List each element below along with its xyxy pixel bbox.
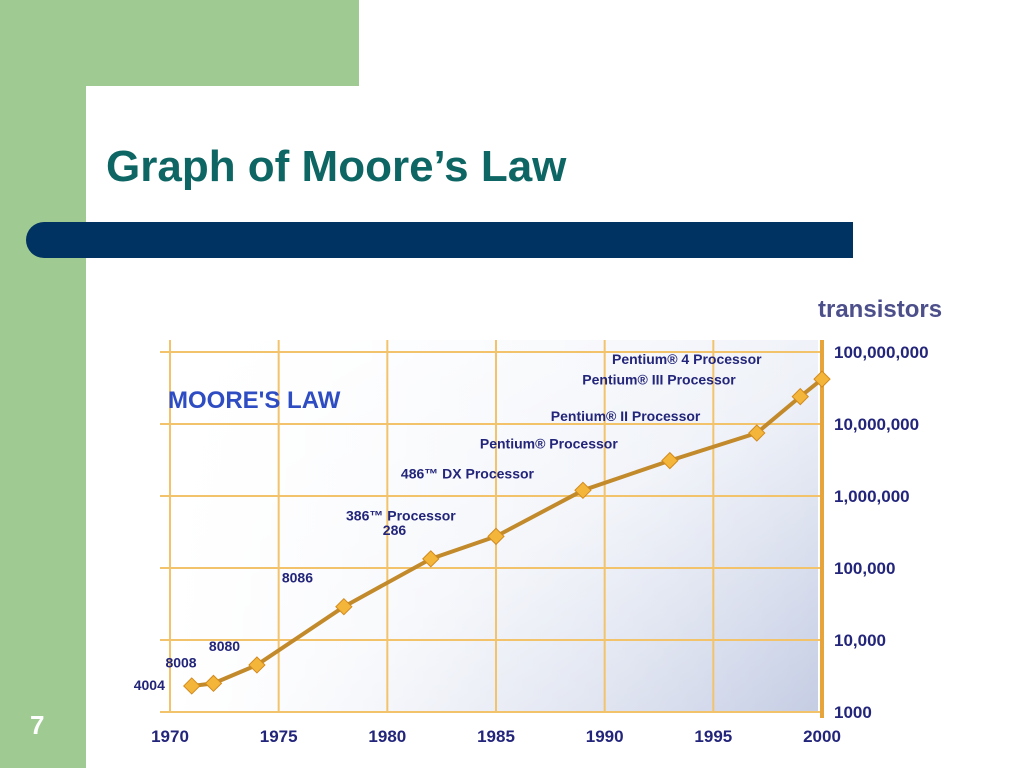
marker-8086 [335,598,353,616]
slide-title: Graph of Moore’s Law [106,142,567,191]
marker-386-processor [487,527,505,546]
point-label-4004: 4004 [134,677,165,693]
point-label-486-dx-processor: 486™ DX Processor [401,465,535,481]
marker-pentium-processor [661,451,679,470]
marker-4004 [183,677,201,695]
marker-pentium-4-processor [813,370,831,388]
point-label-8086: 8086 [282,570,313,586]
chart-title: MOORE'S LAW [168,387,341,414]
point-label-8008: 8008 [165,654,196,670]
point-label-8080: 8080 [209,638,240,654]
x-tick-labels: 1970 1975 1980 1985 1990 1995 2000 [151,727,841,746]
marker-8080 [248,656,266,674]
point-label-pentium-iii-processor: Pentium® III Processor [582,372,736,388]
x-tick-1985: 1985 [477,727,515,746]
y-tick-100000000: 100,000,000 [834,343,929,362]
x-tick-1990: 1990 [586,727,624,746]
data-markers [183,370,831,695]
marker-8008 [204,674,223,693]
x-tick-2000: 2000 [803,727,841,746]
point-label-pentium-processor: Pentium® Processor [480,436,618,452]
slide-top-band [86,0,359,86]
x-tick-1995: 1995 [694,727,732,746]
y-tick-1000000: 1,000,000 [834,487,910,506]
title-underline-bar [26,222,853,258]
y-tick-10000000: 10,000,000 [834,415,919,434]
x-tick-1970: 1970 [151,727,189,746]
y-tick-1000: 1000 [834,703,872,722]
slide-side-band [0,0,86,768]
y-tick-100000: 100,000 [834,559,895,578]
marker-pentium-iii-processor [791,387,809,406]
point-label-pentium-4-processor: Pentium® 4 Processor [612,351,762,367]
y-tick-10000: 10,000 [834,631,886,650]
marker-286 [422,550,440,568]
y-tick-labels: 1000 10,000 100,000 1,000,000 10,000,000 100,… [834,343,929,722]
slide-number: 7 [30,710,45,740]
x-tick-1975: 1975 [260,727,298,746]
point-label-386-processor: 386™ Processor [346,507,456,523]
y-axis-label: transistors [818,296,942,323]
marker-pentium-ii-processor [748,424,766,442]
point-label-pentium-ii-processor: Pentium® II Processor [551,408,701,424]
marker-486-dx-processor [574,481,592,500]
x-tick-1980: 1980 [368,727,406,746]
slide-content-corner [86,86,359,146]
point-label-286: 286 [383,522,407,538]
